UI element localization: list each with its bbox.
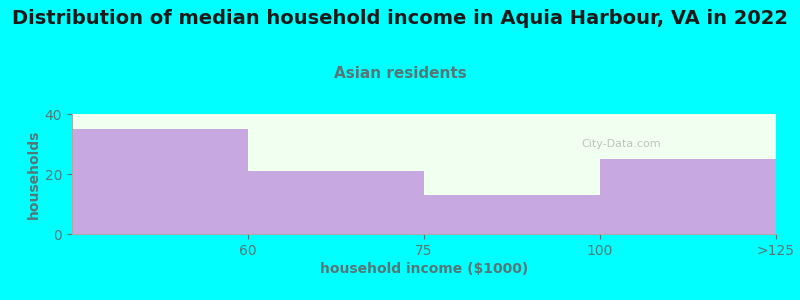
- X-axis label: household income ($1000): household income ($1000): [320, 262, 528, 276]
- Bar: [600, 159, 776, 234]
- Bar: [424, 195, 600, 234]
- Y-axis label: households: households: [26, 129, 41, 219]
- Text: Distribution of median household income in Aquia Harbour, VA in 2022: Distribution of median household income …: [12, 9, 788, 28]
- Text: Asian residents: Asian residents: [334, 66, 466, 81]
- Bar: [72, 129, 248, 234]
- Text: City-Data.com: City-Data.com: [582, 139, 661, 149]
- Bar: [248, 171, 424, 234]
